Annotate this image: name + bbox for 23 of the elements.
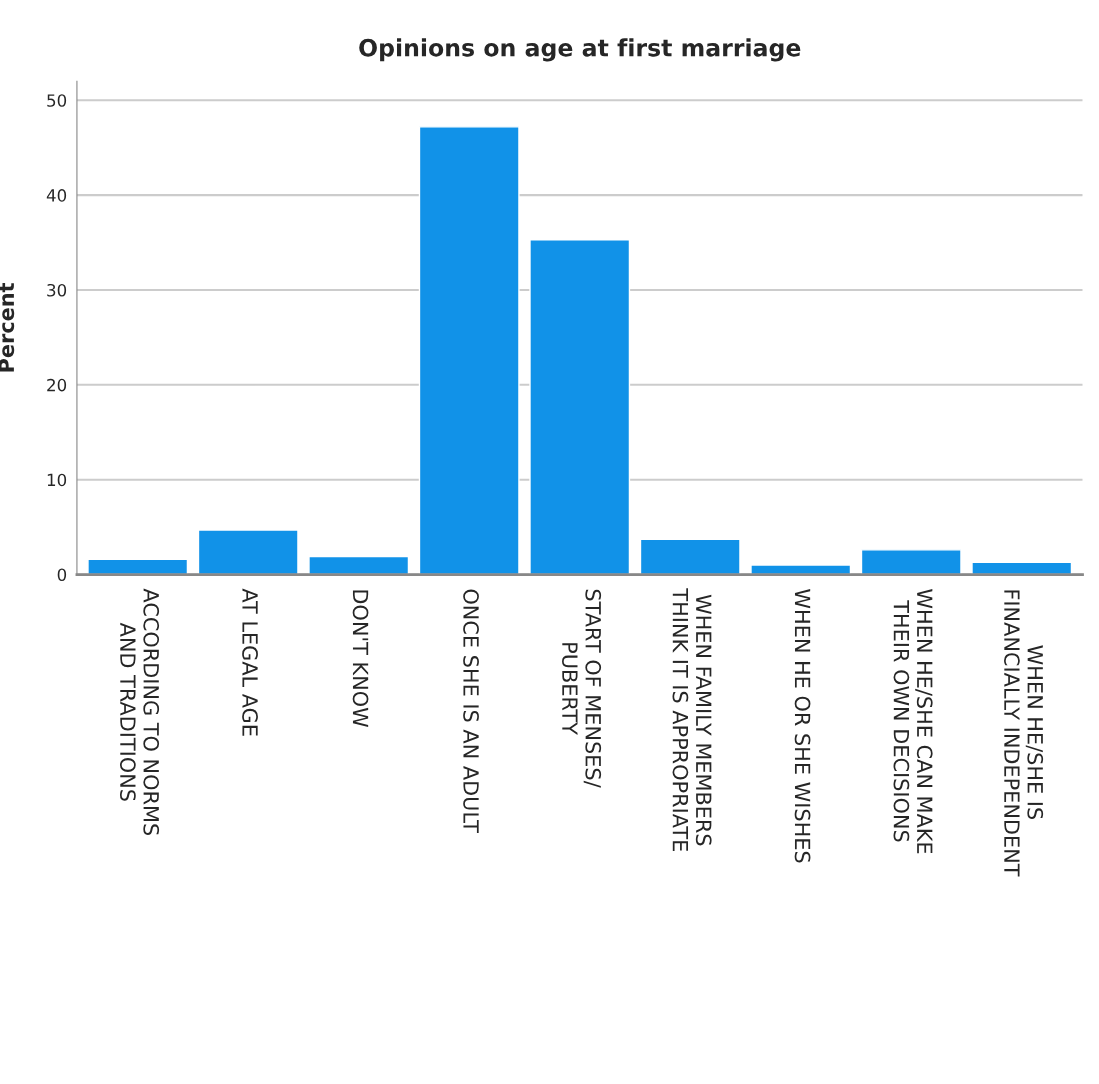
bar: [971, 561, 1073, 575]
chart-title: Opinions on age at first marriage: [359, 38, 801, 62]
y-tick-label: 30: [47, 283, 67, 297]
bar: [529, 239, 631, 575]
x-tick-label: WHEN HE/SHE CAN MAKE THEIR OWN DECISIONS: [893, 589, 933, 854]
y-tick-label: 20: [47, 378, 67, 392]
x-tick-label: DON'T KNOW: [352, 590, 369, 728]
x-tick-label: WHEN HE/SHE IS FINANCIALLY INDEPENDENT: [1004, 590, 1044, 877]
y-tick-label: 40: [46, 189, 67, 202]
bar: [308, 555, 410, 575]
x-tick-label: ACCORDING TO NORMS AND TRADITIONS: [120, 588, 160, 836]
x-tick-label: START OF MENSES/ PUBERTY: [562, 589, 602, 788]
y-tick-label: 10: [47, 473, 67, 487]
x-tick-label: ONCE SHE IS AN ADULT: [463, 589, 479, 833]
x-tick-label: WHEN HE OR SHE WISHES: [794, 589, 811, 863]
y-tick-label: 50: [47, 94, 67, 107]
bar: [639, 538, 741, 575]
bar: [197, 529, 299, 575]
y-tick-label: 0: [57, 568, 67, 582]
bar: [418, 126, 520, 575]
x-tick-label: WHEN FAMILY MEMBERS THINK IT IS APPROPRIATE: [672, 588, 712, 851]
bar: [860, 549, 962, 575]
x-tick-label: AT LEGAL AGE: [242, 588, 258, 736]
